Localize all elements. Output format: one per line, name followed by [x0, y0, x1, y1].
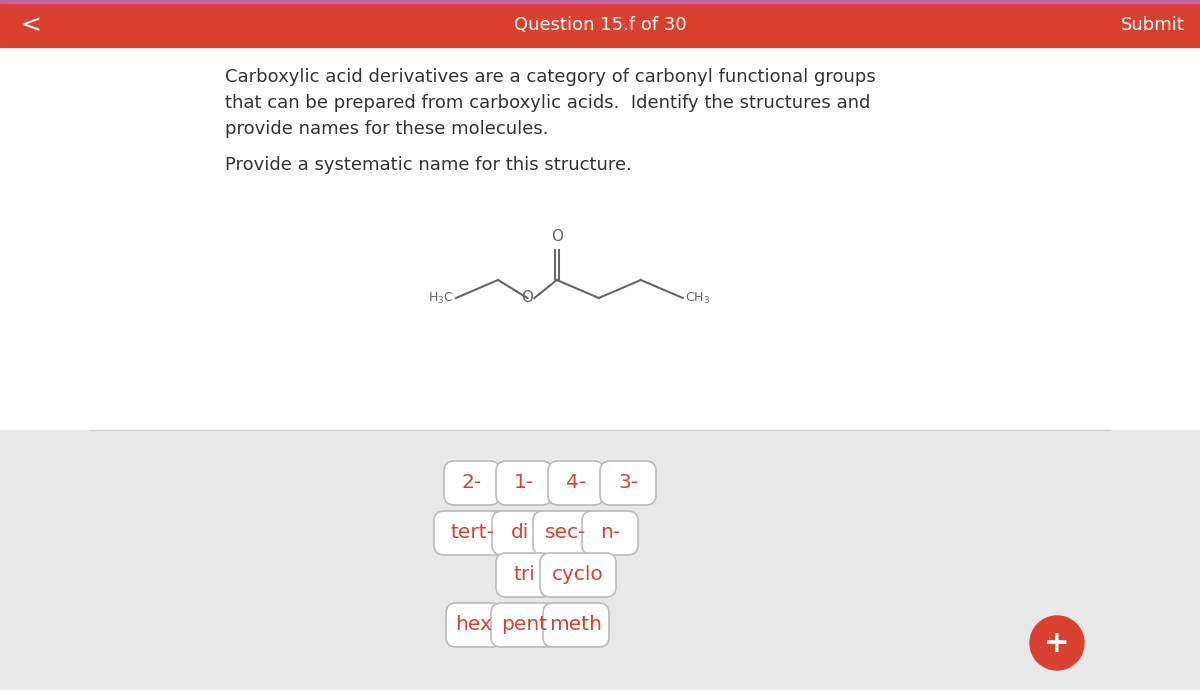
FancyBboxPatch shape: [533, 511, 599, 555]
FancyBboxPatch shape: [600, 461, 656, 505]
FancyBboxPatch shape: [540, 553, 616, 597]
FancyBboxPatch shape: [446, 603, 502, 647]
FancyBboxPatch shape: [496, 461, 552, 505]
Text: 1-: 1-: [514, 473, 534, 493]
Text: Question 15.f of 30: Question 15.f of 30: [514, 16, 686, 34]
Text: $\mathregular{CH_3}$: $\mathregular{CH_3}$: [685, 290, 710, 306]
Text: <: <: [20, 13, 41, 37]
Text: n-: n-: [600, 524, 620, 542]
Text: pent: pent: [500, 615, 547, 635]
FancyBboxPatch shape: [491, 603, 557, 647]
Text: O: O: [521, 290, 533, 306]
Text: O: O: [551, 229, 563, 244]
Text: sec-: sec-: [545, 524, 587, 542]
FancyBboxPatch shape: [444, 461, 500, 505]
Text: $\mathregular{H_3C}$: $\mathregular{H_3C}$: [428, 290, 454, 306]
Bar: [0, 0, 1200, 3]
FancyBboxPatch shape: [582, 511, 638, 555]
Text: +: +: [1044, 629, 1070, 658]
Text: di: di: [511, 524, 529, 542]
Text: 3-: 3-: [618, 473, 638, 493]
Text: hex: hex: [456, 615, 492, 635]
Text: cyclo: cyclo: [552, 566, 604, 584]
Bar: [0, 430, 1200, 690]
Text: 4-: 4-: [566, 473, 586, 493]
FancyBboxPatch shape: [542, 603, 610, 647]
Text: provide names for these molecules.: provide names for these molecules.: [226, 120, 548, 138]
Text: that can be prepared from carboxylic acids.  Identify the structures and: that can be prepared from carboxylic aci…: [226, 94, 870, 112]
Circle shape: [1030, 616, 1084, 670]
Text: Carboxylic acid derivatives are a category of carbonyl functional groups: Carboxylic acid derivatives are a catego…: [226, 68, 876, 86]
Text: 2-: 2-: [462, 473, 482, 493]
FancyBboxPatch shape: [548, 461, 604, 505]
Text: Provide a systematic name for this structure.: Provide a systematic name for this struc…: [226, 157, 632, 175]
FancyBboxPatch shape: [492, 511, 548, 555]
Text: tert-: tert-: [450, 524, 494, 542]
FancyBboxPatch shape: [496, 553, 552, 597]
Bar: [0, 3, 1200, 47]
Text: meth: meth: [550, 615, 602, 635]
Text: tri: tri: [514, 566, 535, 584]
FancyBboxPatch shape: [434, 511, 510, 555]
Text: Submit: Submit: [1121, 16, 1186, 34]
